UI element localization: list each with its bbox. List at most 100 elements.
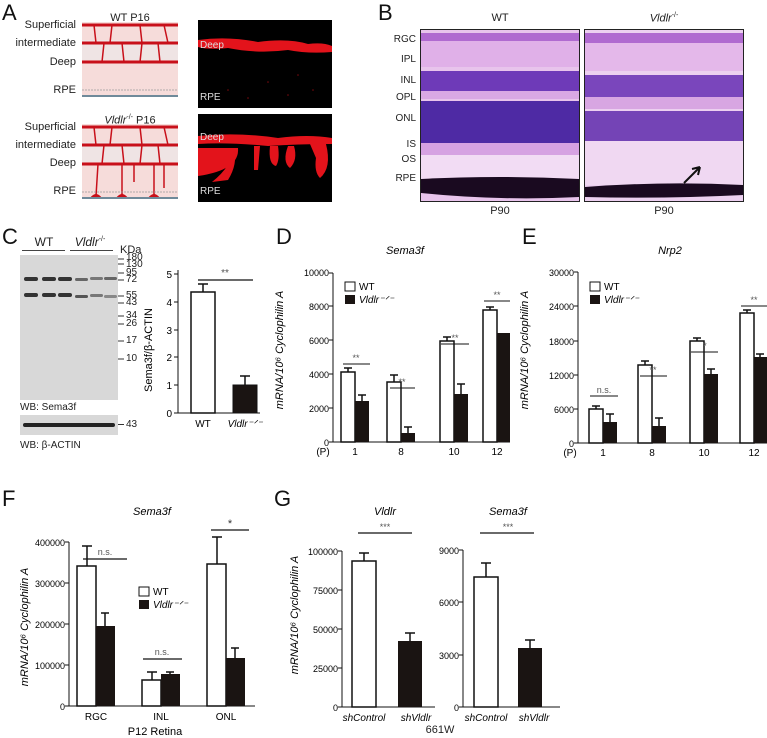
- kda-marker: 17: [126, 335, 138, 346]
- svg-text:24000: 24000: [549, 302, 574, 312]
- y-axis-label: Sema3f/β-ACTIN: [143, 308, 155, 392]
- age-label: P90: [654, 205, 674, 217]
- kda-marker: 130: [126, 259, 143, 270]
- panel-label-d: D: [276, 224, 292, 249]
- svg-text:25000: 25000: [313, 664, 338, 674]
- panel-label-a: A: [2, 0, 17, 25]
- svg-text:Vldlr⁻ᐟ⁻: Vldlr⁻ᐟ⁻: [153, 600, 189, 611]
- layer-label: Deep: [49, 157, 76, 169]
- wt-vasculature-schematic: [82, 22, 178, 97]
- marker-tick: [118, 424, 124, 425]
- svg-text:6000: 6000: [554, 405, 574, 415]
- svg-text:WT: WT: [359, 282, 375, 293]
- wt-retina-micrograph: [198, 20, 332, 108]
- svg-text:shControl: shControl: [465, 713, 509, 724]
- svg-text:Sema3f: Sema3f: [489, 506, 528, 518]
- svg-text:mRNA/10⁶ Cyclophilin A: mRNA/10⁶ Cyclophilin A: [19, 568, 31, 686]
- vldlr-vasculature-schematic: [82, 124, 178, 199]
- svg-text:***: ***: [380, 522, 391, 532]
- svg-text:shVldlr: shVldlr: [401, 713, 432, 724]
- layer-label: Deep: [49, 56, 76, 68]
- svg-text:RGC: RGC: [85, 712, 107, 723]
- svg-text:**: **: [493, 290, 501, 300]
- svg-text:100000: 100000: [308, 547, 338, 557]
- svg-text:9000: 9000: [439, 546, 459, 556]
- panel-label-e: E: [522, 224, 537, 249]
- western-blot-sema3f: [20, 255, 118, 400]
- panel-b-ko-title: Vldlr-/-: [649, 12, 679, 25]
- layer-label: RPE: [53, 185, 76, 197]
- chart-c-sema3f-ratio: Sema3f/β-ACTIN 0 1 2 3 4 5 ** WT Vldlr⁻ᐟ⁻: [143, 268, 263, 430]
- svg-text:0: 0: [454, 703, 459, 713]
- svg-text:WT: WT: [604, 282, 620, 293]
- svg-text:5: 5: [166, 270, 172, 281]
- panel-a-wt-title: WT P16: [110, 12, 150, 24]
- kda-marker: 72: [126, 274, 138, 285]
- kda-marker: 55: [126, 290, 138, 301]
- svg-text:(P): (P): [316, 447, 329, 458]
- micrograph-label-rpe: RPE: [200, 186, 221, 197]
- svg-text:10: 10: [698, 448, 710, 459]
- svg-text:0: 0: [60, 702, 65, 712]
- kda-marker: 43: [126, 297, 138, 308]
- svg-text:n.s.: n.s.: [597, 385, 612, 395]
- chart-f-sema3f-layers: Sema3f mRNA/10⁶ Cyclophilin A 0 100000 200…: [19, 506, 255, 738]
- wb-sema3f-label: WB: Sema3f: [20, 402, 77, 413]
- svg-text:0: 0: [569, 439, 574, 449]
- svg-text:50000: 50000: [313, 625, 338, 635]
- chart-e-nrp2-timecourse: Nrp2 mRNA/10⁶ Cyclophilin A 060001200018…: [519, 245, 767, 459]
- svg-text:(P): (P): [563, 448, 576, 459]
- svg-text:n.s.: n.s.: [155, 647, 170, 657]
- svg-text:WT: WT: [195, 419, 211, 430]
- panel-b-wt-title: WT: [491, 12, 509, 24]
- kda-marker: 95: [126, 267, 138, 278]
- retina-layer-label: ONL: [395, 113, 416, 124]
- wt-histology-image: [420, 29, 580, 202]
- svg-text:**: **: [451, 333, 459, 343]
- svg-text:100000: 100000: [35, 661, 65, 671]
- svg-text:8000: 8000: [309, 302, 329, 312]
- svg-text:3: 3: [166, 326, 172, 337]
- svg-text:2: 2: [166, 353, 172, 364]
- micrograph-label-deep: Deep: [200, 132, 224, 143]
- svg-text:400000: 400000: [35, 538, 65, 548]
- kda-marker: 10: [126, 353, 138, 364]
- svg-text:Nrp2: Nrp2: [658, 245, 682, 257]
- panel-label-g: G: [274, 486, 292, 511]
- svg-text:6000: 6000: [439, 598, 459, 608]
- svg-text:3000: 3000: [439, 651, 459, 661]
- svg-text:*: *: [703, 341, 707, 351]
- micrograph-label-rpe: RPE: [200, 92, 221, 103]
- svg-text:12000: 12000: [549, 371, 574, 381]
- vldlr-histology-image: [584, 29, 744, 202]
- svg-text:10000: 10000: [304, 268, 329, 278]
- svg-text:Sema3f: Sema3f: [386, 245, 425, 257]
- svg-text:300000: 300000: [35, 579, 65, 589]
- actin-marker: 43: [126, 419, 138, 430]
- svg-text:12: 12: [748, 448, 760, 459]
- svg-text:1: 1: [352, 447, 358, 458]
- svg-text:ONL: ONL: [216, 712, 237, 723]
- retina-layer-label: INL: [400, 75, 416, 86]
- svg-text:***: ***: [503, 522, 514, 532]
- kda-marker: 180: [126, 252, 143, 263]
- layer-label: intermediate: [15, 139, 76, 151]
- layer-label: intermediate: [15, 37, 76, 49]
- blot-group-vldlr: Vldlr-/-: [74, 235, 106, 249]
- svg-text:mRNA/10⁶ Cyclophilin A: mRNA/10⁶ Cyclophilin A: [289, 556, 301, 674]
- svg-text:*: *: [228, 518, 233, 530]
- svg-text:**: **: [398, 377, 406, 387]
- arrow-icon: [683, 166, 701, 184]
- kda-marker: 26: [126, 318, 138, 329]
- kda-marker: 34: [126, 310, 138, 321]
- svg-text:8: 8: [649, 448, 655, 459]
- layer-label: Superficial: [24, 121, 76, 133]
- retina-layer-label: RGC: [393, 34, 416, 45]
- svg-text:**: **: [352, 353, 360, 363]
- svg-text:1: 1: [600, 448, 606, 459]
- panel-label-f: F: [2, 486, 16, 511]
- layer-label: RPE: [53, 84, 76, 96]
- svg-text:**: **: [750, 295, 758, 305]
- svg-text:Vldlr⁻ᐟ⁻: Vldlr⁻ᐟ⁻: [604, 295, 640, 306]
- svg-text:INL: INL: [153, 712, 169, 723]
